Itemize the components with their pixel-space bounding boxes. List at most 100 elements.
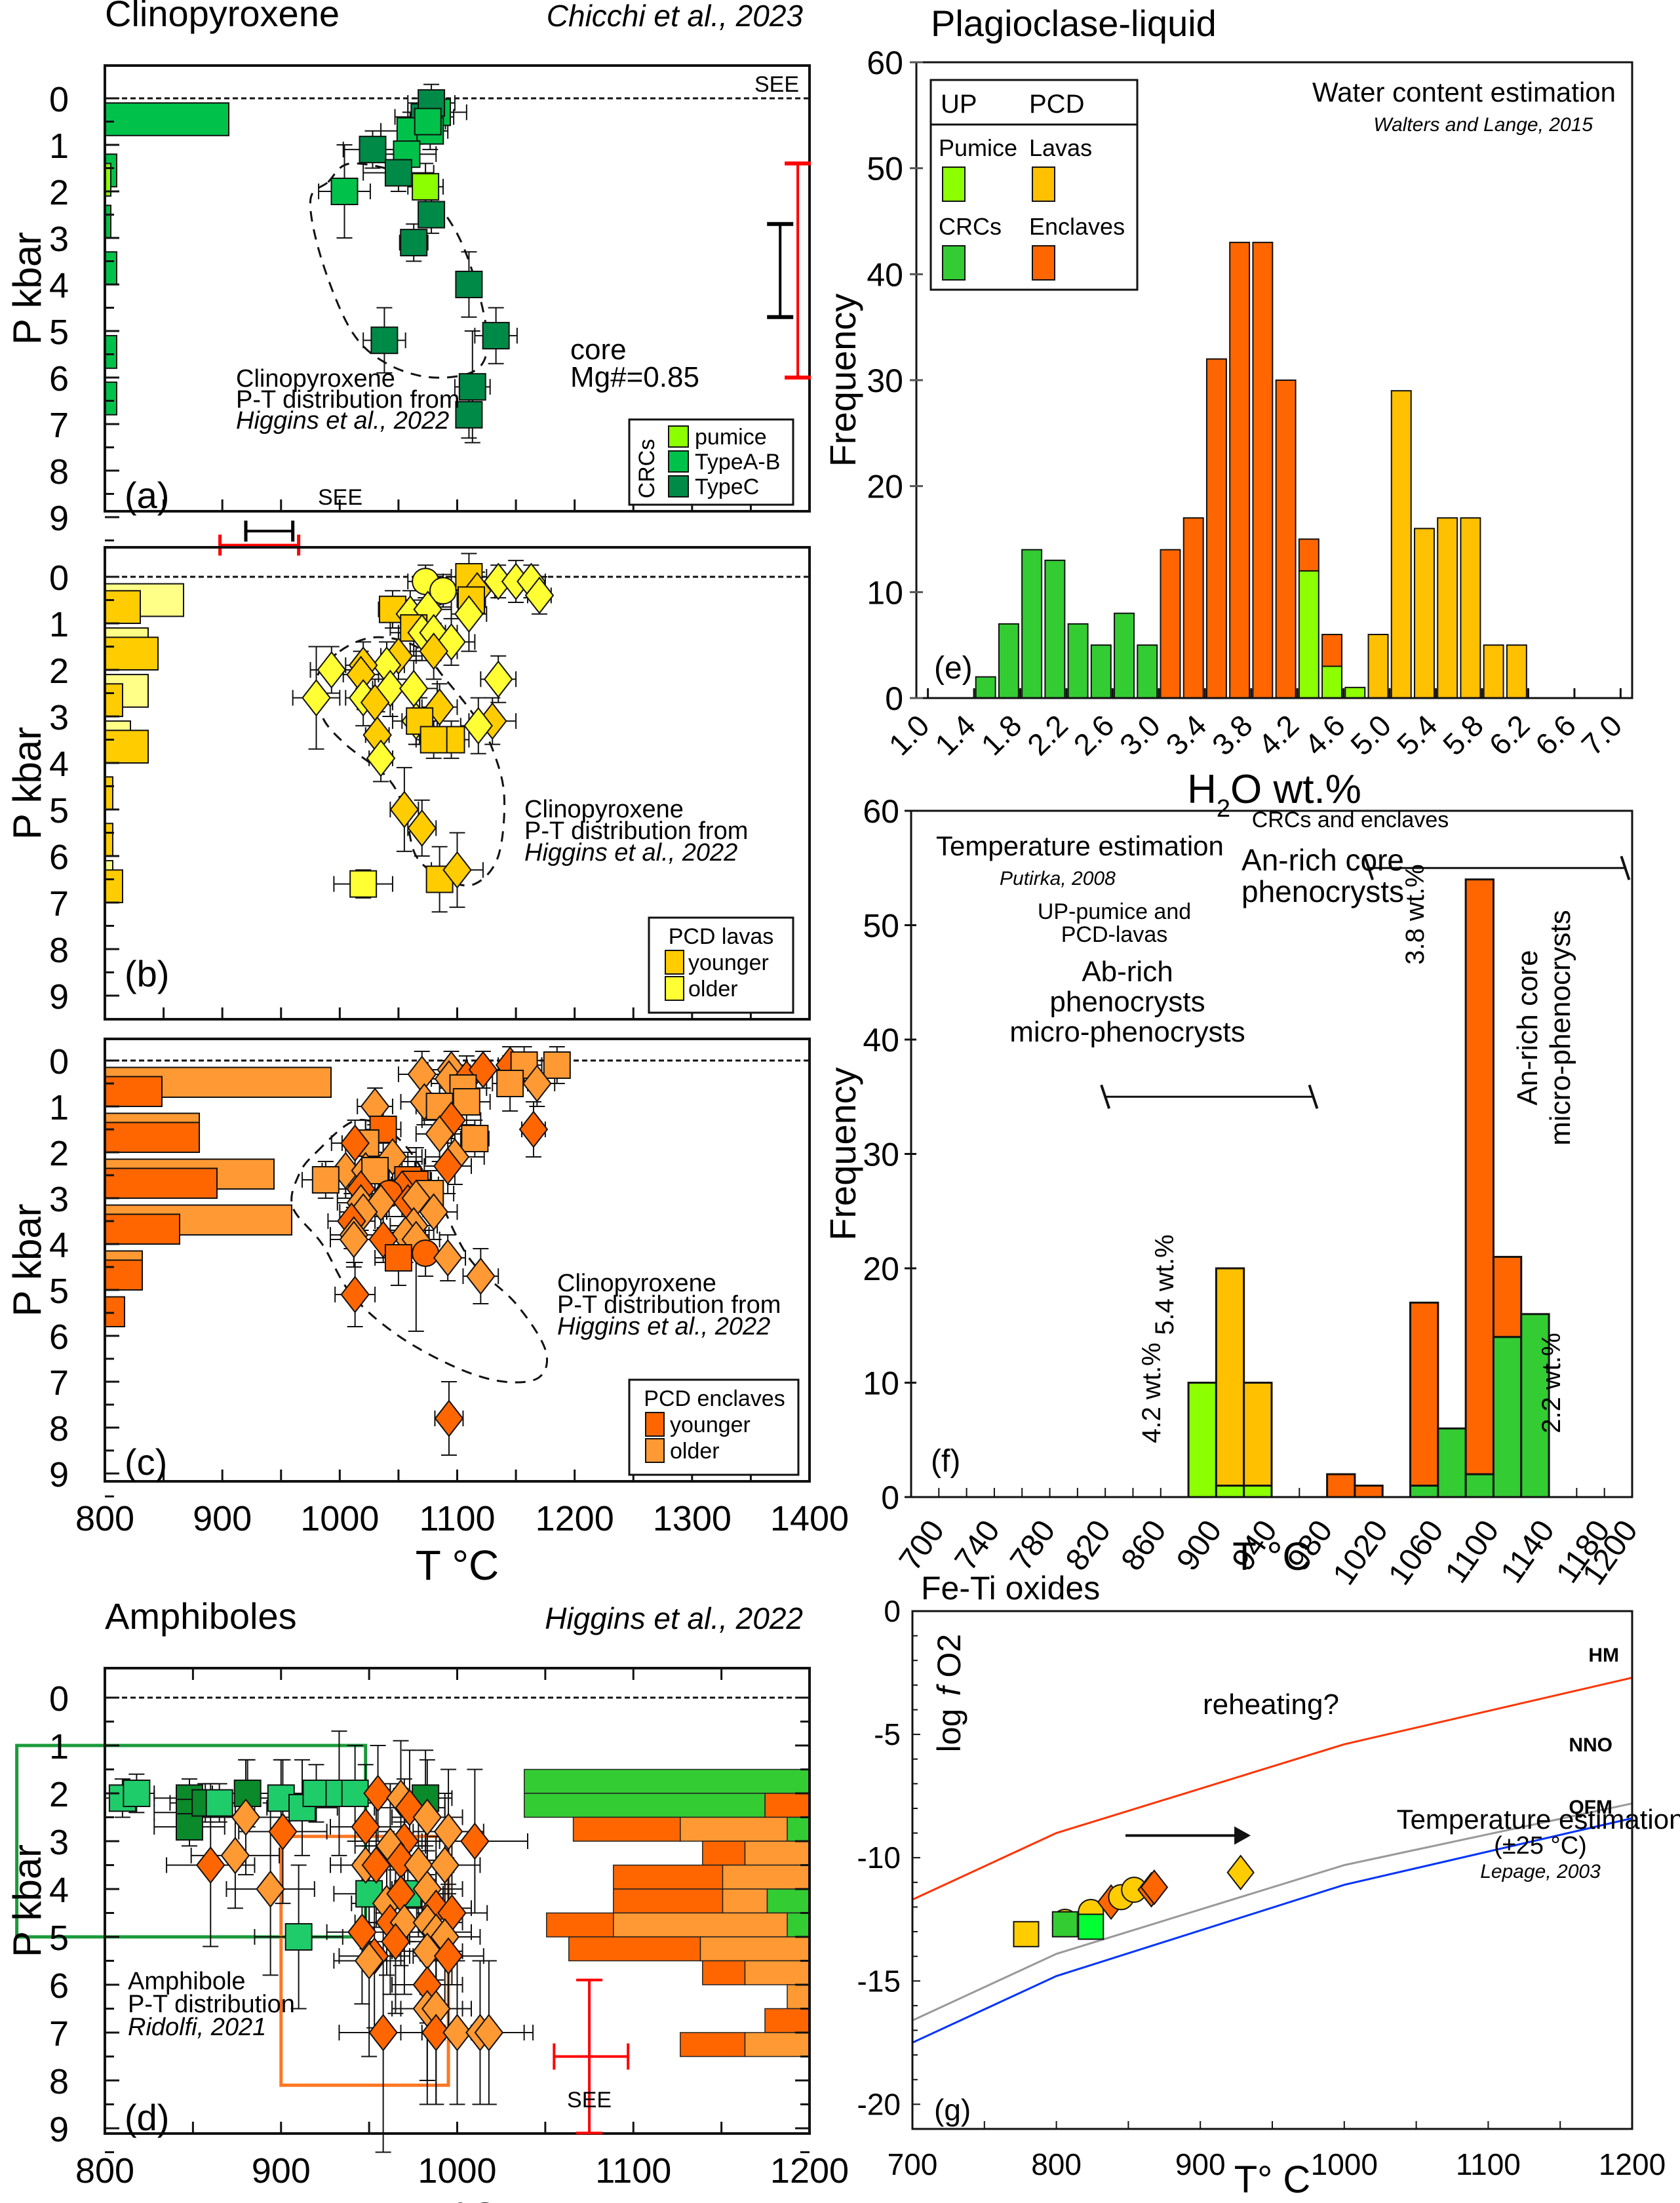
histogram-bar [104,251,117,285]
x-tick-label: 5.0 [1344,708,1397,762]
y-axis-label: Frequency [822,1067,863,1241]
legend-label: younger [670,1413,751,1437]
x-axis-label: T° C [1234,2158,1311,2201]
data-point-square [123,1780,151,1807]
legend-swatch [668,475,689,497]
histogram-bar [104,1259,143,1291]
data-point-diamond [351,1808,381,1846]
histogram-bar [1114,612,1135,699]
histogram-bar [572,1816,681,1842]
panel-f: 0102030405060700740780820860900940980102… [822,793,1645,1591]
legend-swatch [1032,245,1055,281]
histogram-bar [1409,1485,1439,1498]
x-tick-label: 1100 [595,2151,671,2191]
data-point-diamond [220,1837,250,1875]
data-point-diamond [389,790,420,829]
x-tick-label: 800 [1031,2147,1082,2181]
y-tick-label: 3 [49,220,69,259]
group-label: micro-phenocrysts [1009,1016,1245,1048]
data-point-square [412,172,440,201]
data-point-square [458,373,486,401]
data-point-diamond [466,1257,496,1295]
x-tick-label: 1200 [1599,2147,1666,2181]
y-tick-label: 5 [49,791,69,830]
histogram-bar [744,1841,810,1866]
group-label: phenocrysts [1049,986,1205,1018]
histogram-bar [787,1912,810,1938]
x-tick-label: 5.4 [1390,708,1444,762]
x-tick-label: 2.6 [1066,708,1120,762]
data-point-square [370,326,399,355]
histogram-bar [568,1936,701,1962]
reference: Lepage, 2003 [1480,1861,1601,1882]
panel-e: 01020304050601.01.41.82.22.63.03.43.84.2… [822,3,1633,823]
data-point-square [496,1070,524,1097]
panel-title: Plagioclase-liquid [931,3,1217,44]
x-axis-label: T °C [416,2194,499,2203]
histogram-bar [1298,570,1319,699]
x-axis-label: T °C [416,1542,499,1589]
legend-label: Lavas [1029,134,1092,161]
legend-label: older [670,1439,720,1464]
histogram-bar [1506,644,1527,699]
panel-d: 0 1 2 3 4 5 6 7 8 9 P kbar 800 900 1000 1100 1200 T °C (d… [5,1595,849,2203]
range-cap [1620,855,1631,880]
data-point-diamond [460,1822,490,1860]
y-tick-label: 5 [49,1919,69,1958]
data-point-diamond [399,669,429,708]
data-point-square [400,229,428,257]
histogram-bar [722,1864,810,1890]
data-point-diamond [363,1774,393,1812]
x-tick-label: 900 [193,1499,252,1538]
histogram-bar [546,1912,614,1938]
legend-title: CRCs [635,439,659,499]
x-tick-label: 1000 [1311,2147,1378,2181]
x-tick-label: 1060 [1382,1514,1451,1591]
data-point-diamond [483,660,513,698]
y-tick-label: 0 [881,1479,899,1516]
y-tick-label: 0 [49,1679,69,1719]
y-axis-label: P kbar [5,1844,49,1957]
y-tick-label: 9 [49,1455,69,1494]
higgins-envelope [314,636,506,887]
buffer-label-qfm: QFM [1569,1797,1612,1818]
histogram-bar [1067,623,1089,699]
method-label: Amphibole [128,1968,246,1995]
legend-header: UP [941,90,977,119]
x-tick-label: 800 [75,1499,134,1538]
histogram-bar [524,1768,810,1794]
histogram-bar [1344,686,1366,699]
water-content-label: 5.4 wt.% [1150,1234,1179,1335]
y-tick-label: 6 [49,359,69,399]
data-point-square [1051,1911,1078,1938]
x-tick-label: 900 [1170,1514,1228,1577]
legend-swatch [1032,166,1055,202]
histogram-bar [104,730,149,764]
histogram-bar [722,1888,768,1914]
panel-title: Clinopyroxene [105,0,340,34]
histogram-bar [104,683,123,718]
y-tick-label: 1 [49,1088,69,1127]
x-tick-label: 1100 [419,1499,495,1538]
y-tick-label: 2 [49,1134,69,1173]
y-tick-label: 0 [49,80,69,119]
histogram-bar [1437,517,1458,699]
legend-label: Enclaves [1029,213,1125,240]
y-tick-label: 60 [867,45,903,81]
x-tick-label: 780 [1004,1514,1062,1577]
x-tick-label: 1.8 [975,708,1028,762]
y-tick-label: 2 [49,652,69,691]
x-tick-label: 2.2 [1021,708,1074,762]
data-point-circle [412,1239,440,1267]
group-label: Ab-rich [1082,956,1173,988]
x-tick-label: 1020 [1327,1514,1396,1591]
y-tick-label: 30 [867,362,903,399]
subtitle: Temperature estimation [936,830,1224,861]
legend: UP PCD Pumice Lavas CRCs Enclaves [929,79,1139,291]
reheating-label: reheating? [1203,1688,1339,1721]
data-point-diamond [442,2014,472,2052]
uncertainty-label: (±25 °C) [1494,1832,1587,1860]
histogram-bar [975,676,996,699]
y-tick-label: 0 [885,680,903,717]
legend-label: younger [688,950,769,975]
